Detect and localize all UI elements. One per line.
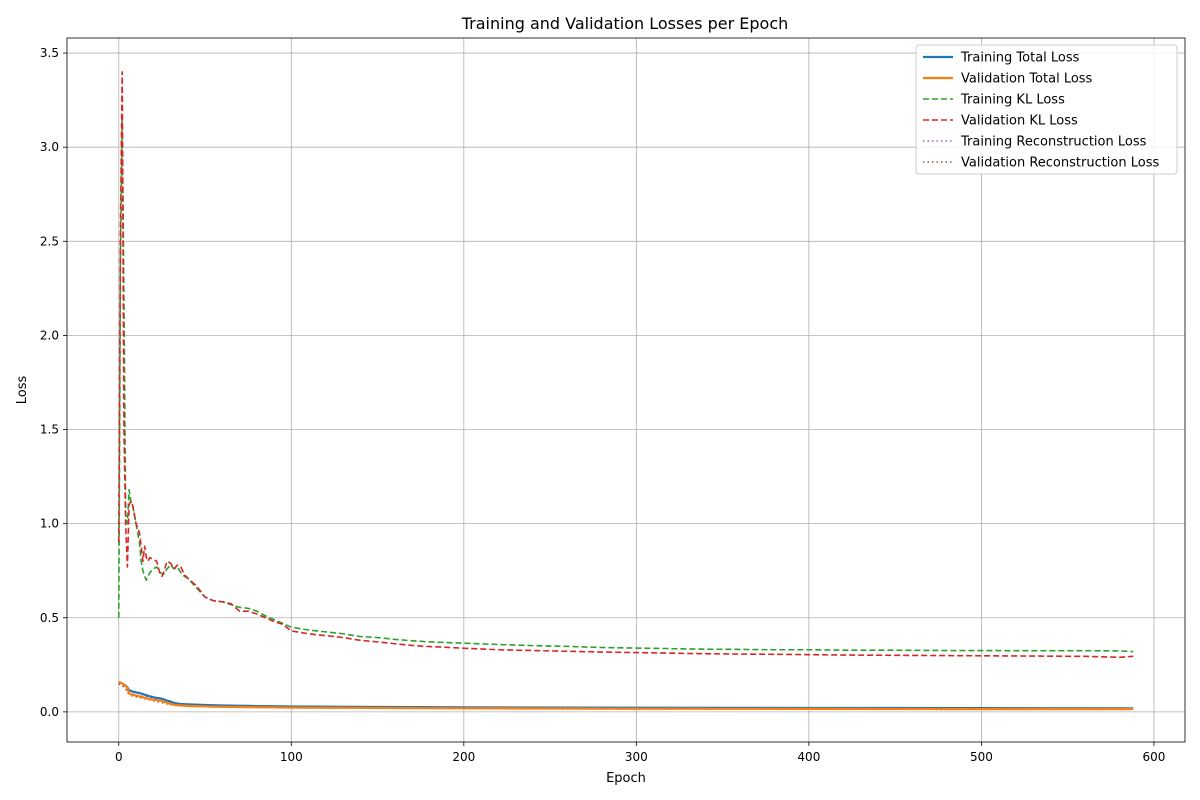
x-tick-label: 200: [452, 750, 475, 764]
legend-entry: Training Total Loss: [960, 51, 1080, 66]
y-tick-label: 3.0: [40, 140, 59, 154]
series-layer: [117, 71, 1134, 711]
legend-box: [915, 44, 1178, 175]
y-tick-label: 2.5: [40, 234, 59, 248]
y-tick-label: 0.0: [40, 705, 59, 719]
plot-frame: [66, 37, 1186, 743]
x-tick-label: 300: [625, 750, 648, 764]
y-tick-label: 1.0: [40, 517, 59, 531]
y-axis-label: Loss: [15, 376, 30, 405]
legend-entry: Validation Total Loss: [961, 72, 1093, 87]
legend-entry: Training Reconstruction Loss: [960, 135, 1147, 150]
legend-entry: Training KL Loss: [960, 93, 1065, 108]
x-axis-ticks: 0 100 200 300 400 500 600: [115, 742, 1165, 764]
series-line-validation-total-loss: [118, 680, 1134, 711]
x-tick-label: 600: [1142, 750, 1165, 764]
chart-title: Training and Validation Losses per Epoch: [461, 14, 789, 33]
x-tick-label: 100: [280, 750, 303, 764]
legend: Training Total Loss Validation Total Loss…: [915, 44, 1178, 175]
x-tick-label: 0: [115, 750, 123, 764]
x-axis-label: Epoch: [606, 771, 646, 786]
y-tick-label: 2.0: [40, 328, 59, 342]
series-line-training-kl-loss: [117, 118, 1134, 653]
x-tick-label: 400: [797, 750, 820, 764]
y-tick-label: 1.5: [40, 423, 59, 437]
series-line-validation-kl-loss: [117, 71, 1134, 659]
legend-entry: Validation Reconstruction Loss: [961, 156, 1159, 171]
y-axis-ticks: 0.0 0.5 1.0 1.5 2.0 2.5 3.0 3.5: [40, 46, 67, 719]
x-tick-label: 500: [970, 750, 993, 764]
legend-entry: Validation KL Loss: [961, 114, 1078, 129]
y-tick-label: 0.5: [40, 611, 59, 625]
y-tick-label: 3.5: [40, 46, 59, 60]
